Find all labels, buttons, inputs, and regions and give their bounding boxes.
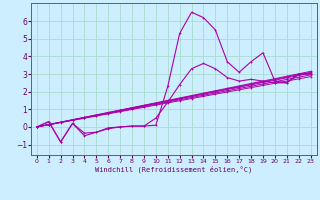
X-axis label: Windchill (Refroidissement éolien,°C): Windchill (Refroidissement éolien,°C)	[95, 165, 252, 173]
